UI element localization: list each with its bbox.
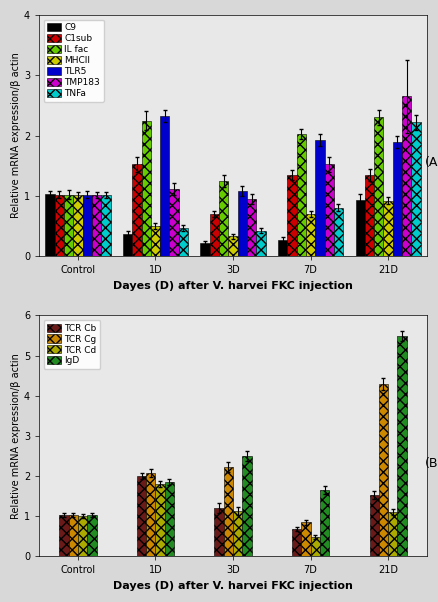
Text: (A): (A) [425, 156, 438, 169]
Bar [411, 122, 420, 256]
Bar [402, 96, 411, 256]
Bar [315, 140, 325, 256]
Bar [356, 200, 365, 256]
Bar [46, 194, 55, 256]
Bar [292, 529, 301, 556]
Bar [374, 117, 383, 256]
Bar [219, 181, 228, 256]
Bar [388, 512, 397, 556]
Bar [320, 490, 329, 556]
Bar [297, 134, 306, 256]
Bar [238, 191, 247, 256]
Bar [101, 194, 110, 256]
Bar [215, 508, 224, 556]
Bar [141, 120, 151, 256]
Text: (B): (B) [425, 457, 438, 470]
Bar [278, 240, 287, 256]
Bar [210, 214, 219, 256]
Bar [87, 515, 96, 556]
Bar [334, 208, 343, 256]
Bar [123, 234, 132, 256]
Bar [78, 516, 87, 556]
Y-axis label: Relative mRNA expression/β actin: Relative mRNA expression/β actin [11, 353, 21, 519]
Bar [383, 200, 393, 256]
Bar [155, 484, 165, 556]
Bar [256, 231, 265, 256]
Bar [55, 194, 64, 256]
Bar [242, 456, 252, 556]
Bar [233, 511, 242, 556]
Bar [325, 164, 334, 256]
Bar [379, 385, 388, 556]
Bar [224, 467, 233, 556]
Bar [370, 495, 379, 556]
Bar [165, 482, 174, 556]
Bar [393, 141, 402, 256]
Bar [311, 538, 320, 556]
Bar [160, 116, 170, 256]
Bar [201, 243, 210, 256]
Bar [137, 476, 146, 556]
Y-axis label: Relative mRNA expression/β actin: Relative mRNA expression/β actin [11, 52, 21, 219]
Bar [228, 236, 238, 256]
Bar [64, 194, 73, 256]
Bar [301, 522, 311, 556]
Bar [179, 228, 188, 256]
Bar [287, 175, 297, 256]
Bar [365, 175, 374, 256]
Bar [83, 194, 92, 256]
Bar [247, 199, 256, 256]
Bar [306, 214, 315, 256]
Bar [146, 473, 155, 556]
X-axis label: Dayes (D) after V. harvei FKC injection: Dayes (D) after V. harvei FKC injection [113, 281, 353, 291]
Bar [73, 195, 83, 256]
Bar [92, 195, 101, 256]
Bar [397, 337, 407, 556]
Bar [151, 226, 160, 256]
Legend: C9, C1sub, IL fac, MHCII, TLR5, TMP183, TNFa: C9, C1sub, IL fac, MHCII, TLR5, TMP183, … [44, 20, 104, 102]
Bar [170, 188, 179, 256]
X-axis label: Dayes (D) after V. harvei FKC injection: Dayes (D) after V. harvei FKC injection [113, 581, 353, 591]
Bar [132, 164, 141, 256]
Bar [59, 515, 69, 556]
Bar [69, 515, 78, 556]
Legend: TCR Cb, TCR Cg, TCR Cd, IgD: TCR Cb, TCR Cg, TCR Cd, IgD [44, 320, 100, 369]
